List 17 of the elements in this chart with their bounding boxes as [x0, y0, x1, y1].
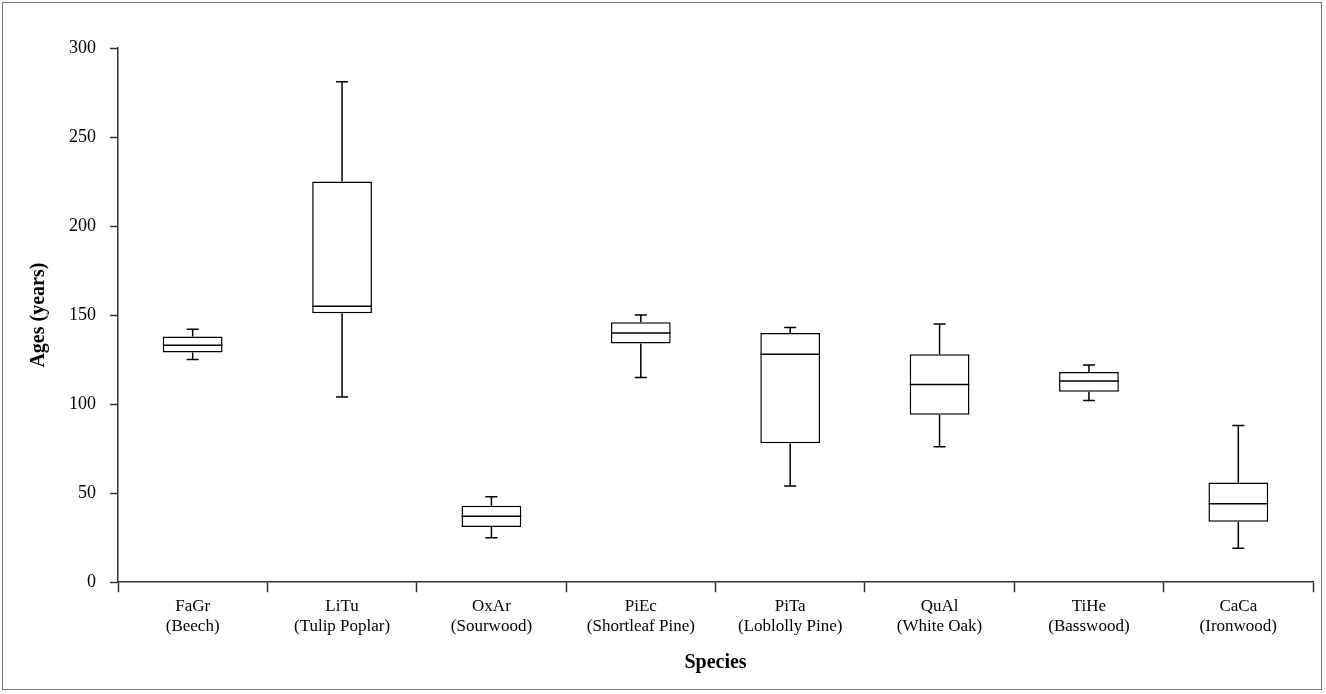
y-tick-label: 150	[69, 303, 96, 324]
x-tick-label: PiTa (Loblolly Pine)	[738, 595, 843, 636]
x-tick-label: CaCa (Ironwood)	[1199, 595, 1278, 636]
x-tick-label: QuAl (White Oak)	[896, 595, 983, 636]
y-axis-title: Ages (years)	[26, 262, 50, 368]
x-tick-label: LiTu (Tulip Poplar)	[293, 595, 391, 636]
y-tick-label: 300	[69, 36, 96, 57]
x-tick-label: FaGr (Beech)	[165, 595, 220, 636]
y-tick-label: 250	[69, 125, 96, 146]
x-tick-label: PiEc (Shortleaf Pine)	[586, 595, 695, 636]
x-axis-title: Species	[684, 650, 747, 674]
y-tick-label: 50	[78, 481, 96, 502]
x-tick-label: OxAr (Sourwood)	[450, 595, 533, 636]
y-tick-label: 200	[69, 214, 96, 235]
y-tick-label: 100	[69, 392, 96, 413]
y-tick-label: 0	[87, 570, 96, 591]
x-tick-label: TiHe (Basswood)	[1048, 595, 1130, 636]
